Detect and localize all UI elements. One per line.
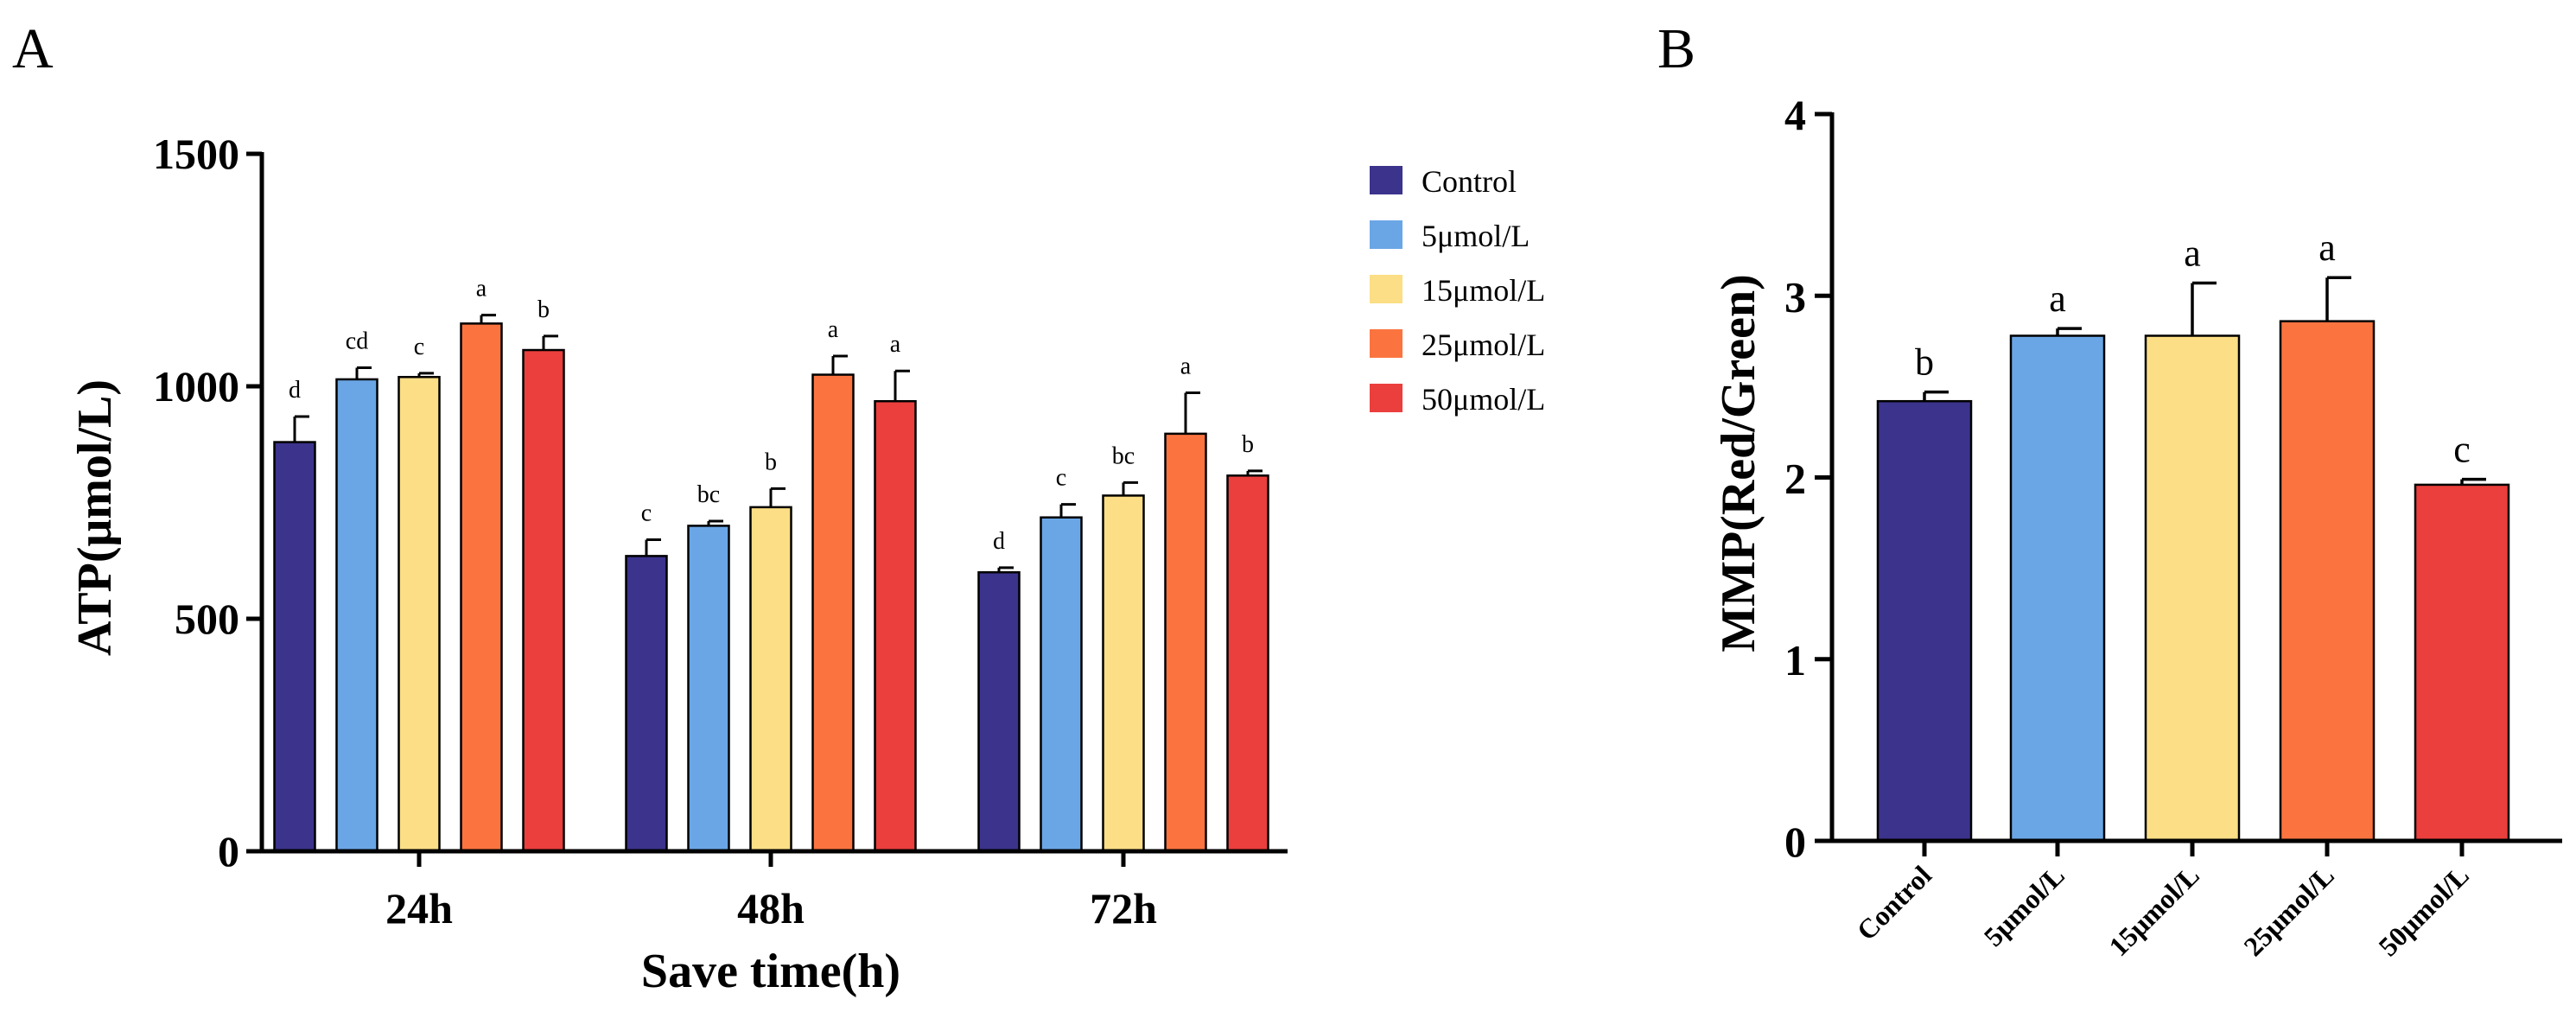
legend-swatch-25umol — [1370, 329, 1402, 358]
panel-a-bar — [273, 441, 316, 853]
panel-a-legend: Control 5μmol/L 15μmol/L 25μmol/L 50μmol… — [1370, 164, 1545, 417]
panel-a-significance-letter: b — [1242, 431, 1254, 458]
panel-a-y-tick-label: 500 — [175, 595, 239, 643]
panel-b-bar — [2414, 483, 2510, 843]
legend-swatch-control — [1370, 166, 1402, 194]
panel-b-significance-letter: a — [2184, 232, 2201, 275]
panel-a-axes: 0 500 1000 1500 24h 48h 72h — [153, 130, 1288, 932]
legend-item-control: Control — [1370, 164, 1517, 199]
panel-a-bar — [749, 506, 792, 853]
panel-b-bar — [2144, 334, 2241, 843]
panel-b-y-tick-label: 0 — [1784, 818, 1806, 866]
panel-a-bar — [625, 555, 668, 853]
panel-a-bar — [398, 375, 441, 853]
panel-a-y-tick-label: 0 — [218, 827, 239, 875]
panel-a-significance-letter: c — [641, 500, 652, 527]
legend-label-control: Control — [1422, 164, 1517, 199]
panel-b-significance-letter: a — [2049, 277, 2066, 320]
panel-a-significance-letter: a — [828, 316, 839, 343]
panel-b-x-tick-label: 50μmol/L — [2372, 859, 2475, 962]
panel-a-significance-letter: d — [993, 528, 1005, 555]
panel-a-y-tick-label: 1000 — [153, 362, 239, 411]
panel-a-bar — [522, 348, 565, 853]
panel-a-x-tick-label: 48h — [737, 884, 805, 932]
panel-a-significance-letter: d — [289, 377, 301, 404]
panel-a-significance-letter: c — [414, 334, 424, 360]
legend-label-25umol: 25μmol/L — [1422, 328, 1545, 362]
panel-a-significance-letter: a — [890, 331, 901, 358]
legend-label-5umol: 5μmol/L — [1422, 219, 1530, 253]
panel-a-significance-letter: c — [1056, 465, 1066, 492]
panel-a: A ATP(μmol/L) Save time(h) dcd cabcbcbaad… — [12, 17, 1545, 998]
panel-letter-b: B — [1657, 17, 1695, 80]
panel-a-bar — [1102, 494, 1145, 853]
panel-a-significance-letter: cd — [346, 328, 368, 354]
panel-b: B MMP(Red/Green) b a a a c 0 1 2 3 4 Control 5μmol… — [1657, 17, 2562, 962]
panel-a-bar — [1226, 474, 1269, 853]
legend-label-50umol: 50μmol/L — [1422, 382, 1545, 417]
panel-b-significance-letter: a — [2318, 226, 2336, 269]
panel-b-x-tick-label: 15μmol/L — [2102, 859, 2205, 962]
panel-b-x-tick-label: 5μmol/L — [1978, 859, 2070, 952]
legend-swatch-50umol — [1370, 384, 1402, 412]
panel-a-bar — [687, 525, 730, 853]
panel-b-bar — [2009, 334, 2106, 843]
panel-a-bar — [1164, 432, 1207, 853]
panel-a-bar — [1040, 516, 1083, 853]
panel-a-bar — [335, 378, 378, 853]
panel-a-significance-letter: a — [476, 276, 487, 302]
panel-a-bar — [977, 570, 1021, 853]
legend-swatch-5umol — [1370, 220, 1402, 249]
legend-item-15umol: 15μmol/L — [1370, 273, 1545, 308]
panel-a-significance-letter: b — [765, 449, 777, 475]
legend-item-5umol: 5μmol/L — [1370, 219, 1530, 253]
panel-a-significance-letter: a — [1180, 353, 1192, 380]
panel-a-significance-letter: bc — [1112, 442, 1135, 469]
panel-b-significance-letter: b — [1915, 341, 1934, 384]
panel-letter-a: A — [12, 17, 54, 80]
panel-a-significance-letter: b — [537, 296, 550, 323]
legend-item-50umol: 50μmol/L — [1370, 382, 1545, 417]
panel-b-x-tick-label: Control — [1850, 859, 1937, 946]
panel-b-y-tick-label: 3 — [1784, 272, 1806, 321]
panel-b-y-tick-label: 1 — [1784, 636, 1806, 684]
panel-b-x-tick-label: 25μmol/L — [2237, 859, 2340, 962]
panel-a-x-tick-label: 72h — [1090, 884, 1157, 932]
legend-item-25umol: 25μmol/L — [1370, 328, 1545, 362]
panel-a-x-axis-title: Save time(h) — [641, 945, 900, 998]
panel-b-significance-letter: c — [2453, 429, 2471, 471]
panel-b-y-tick-label: 4 — [1784, 91, 1806, 139]
panel-a-bar — [811, 373, 855, 853]
panel-a-bar — [460, 322, 503, 853]
panel-b-bars: b a a a c — [1876, 226, 2510, 843]
panel-a-significance-letter: bc — [697, 481, 720, 508]
panel-a-y-tick-label: 1500 — [153, 130, 239, 178]
panel-b-y-tick-label: 2 — [1784, 455, 1806, 503]
legend-label-15umol: 15μmol/L — [1422, 273, 1545, 308]
panel-b-bar — [2279, 320, 2376, 843]
panel-b-y-axis-title: MMP(Red/Green) — [1712, 274, 1765, 652]
panel-a-y-axis-title: ATP(μmol/L) — [68, 379, 122, 656]
panel-a-x-tick-label: 24h — [385, 884, 453, 932]
panel-a-bar — [874, 399, 917, 853]
legend-swatch-15umol — [1370, 275, 1402, 303]
panel-b-bar — [1876, 399, 1973, 843]
